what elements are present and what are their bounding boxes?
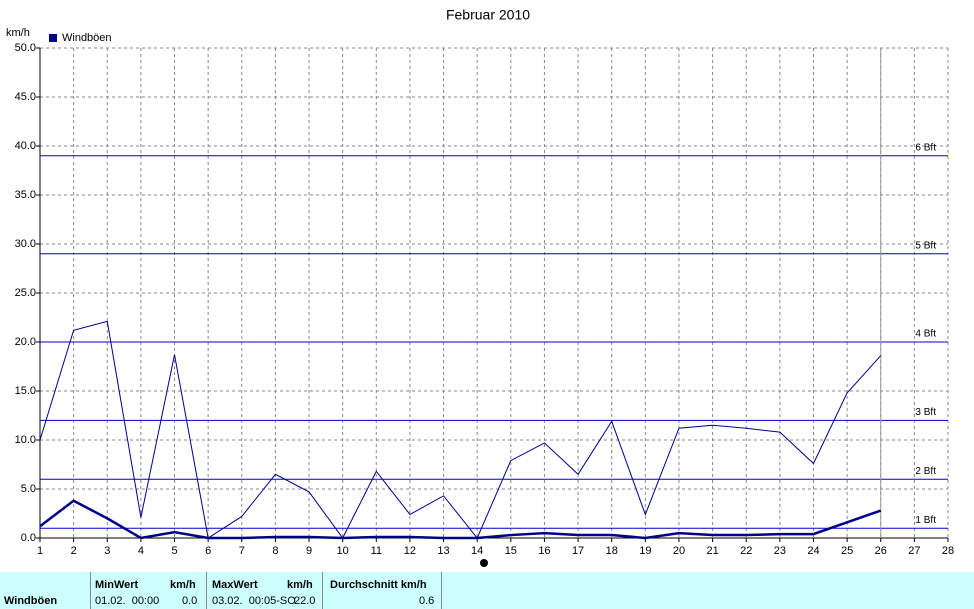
reference-label: 1 Bft [915,515,936,526]
x-tick-label: 8 [272,545,278,557]
cell: 0.6 [419,595,435,607]
y-tick-label: 45.0 [15,91,36,103]
x-tick-label: 14 [471,545,483,557]
y-tick-label: 25.0 [15,287,36,299]
x-tick-label: 1 [37,545,43,557]
x-tick-label: 18 [606,545,618,557]
chart: Februar 2010 km/h Windböen 0.0 5.0 10.0 15.… [6,7,954,567]
header: Durchschnitt km/h [330,579,427,591]
x-tick-label: 3 [104,545,110,557]
x-tick-label: 4 [138,545,144,557]
y-tick-label: 5.0 [21,483,36,495]
y-tick-label: 20.0 [15,336,36,348]
x-tick-label: 9 [306,545,312,557]
row-label: Windböen [4,595,58,607]
x-tick-label: 26 [875,545,887,557]
x-tick-label: 13 [437,545,449,557]
y-tick-label: 30.0 [15,238,36,250]
x-tick-label: 24 [807,545,819,557]
x-tick-label: 28 [942,545,954,557]
x-tick-label: 6 [205,545,211,557]
chart-title: Februar 2010 [446,7,530,23]
x-tick-label: 15 [505,545,517,557]
y-tick-label: 0.0 [21,532,36,544]
reference-label: 4 Bft [915,329,936,340]
header: MinWert [95,579,139,591]
summary-table: Windböen MinWert km/h 01.02. 00:00 0.0 M… [0,572,974,609]
separator [206,572,207,609]
reference-label: 5 Bft [915,240,936,251]
separator [441,572,442,609]
cell: 22.0 [294,595,316,607]
legend-swatch [49,34,57,42]
y-axis-label: km/h [6,27,30,39]
x-tick-label: 5 [171,545,177,557]
cell: 0.0 [182,595,198,607]
separator [90,572,91,609]
series-line [39,320,882,539]
header: MaxWert [212,579,258,591]
reference-label: 6 Bft [915,142,936,153]
x-tick-label: 22 [740,545,752,557]
y-tick-label: 15.0 [15,385,36,397]
y-tick-label: 40.0 [15,140,36,152]
x-tick-label: 23 [774,545,786,557]
x-tick-label: 17 [572,545,584,557]
x-tick-label: 16 [538,545,550,557]
y-tick-label: 50.0 [15,42,36,54]
x-tick-label: 2 [71,545,77,557]
x-tick-label: 20 [673,545,685,557]
reference-label: 3 Bft [915,407,936,418]
x-tick-label: 19 [639,545,651,557]
x-tick-label: 10 [337,545,349,557]
header: km/h [170,579,196,591]
cell: 03.02. 00:05-SO [212,595,296,607]
day-marker [480,559,488,567]
reference-label: 2 Bft [915,466,936,477]
x-tick-label: 27 [908,545,920,557]
y-tick-label: 35.0 [15,189,36,201]
legend-label: Windböen [62,32,112,44]
x-tick-label: 12 [404,545,416,557]
header: km/h [287,579,313,591]
cell: 01.02. 00:00 [95,595,160,607]
series-line [39,499,882,540]
x-tick-label: 11 [371,545,382,557]
x-tick-label: 25 [841,545,853,557]
y-tick-label: 10.0 [15,434,36,446]
separator [322,572,323,609]
x-tick-label: 21 [706,545,718,557]
x-tick-label: 7 [239,545,245,557]
